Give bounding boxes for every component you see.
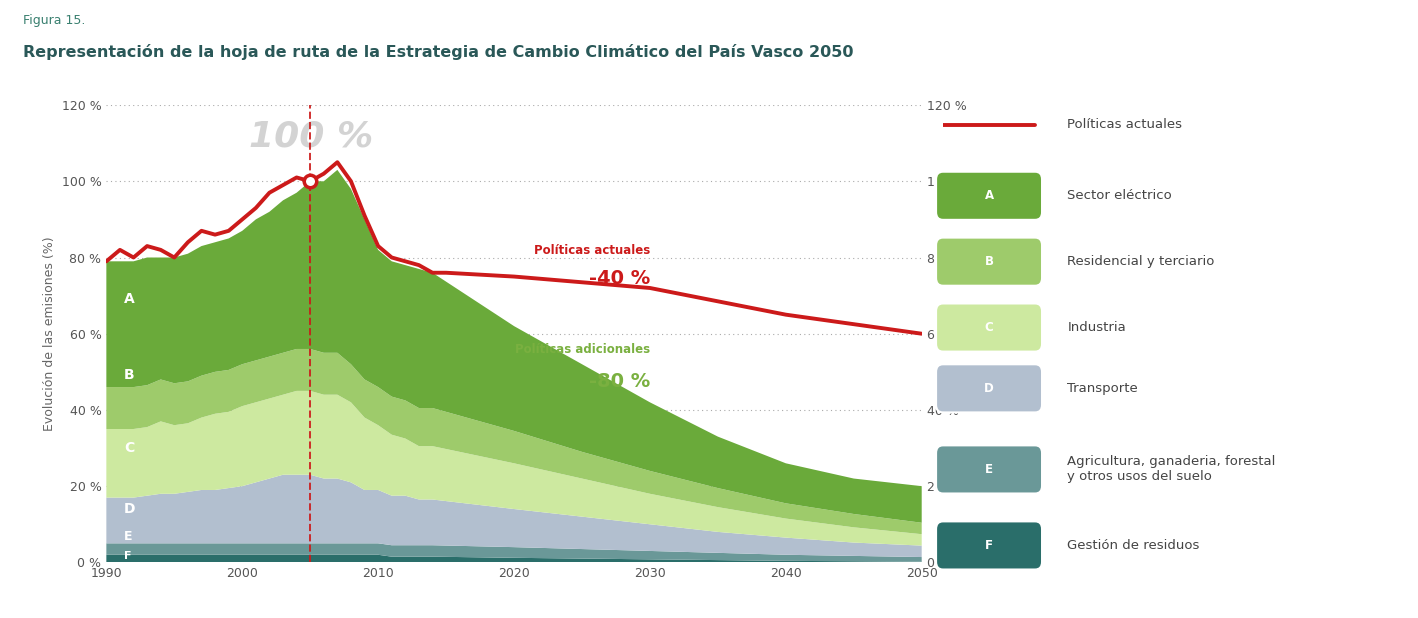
Text: -40 %: -40 %	[588, 269, 649, 288]
FancyBboxPatch shape	[936, 237, 1042, 286]
Text: Gestión de residuos: Gestión de residuos	[1068, 539, 1200, 552]
Text: Figura 15.: Figura 15.	[23, 14, 85, 27]
Text: E: E	[123, 530, 132, 543]
Text: Residencial y terciario: Residencial y terciario	[1068, 255, 1215, 268]
Text: D: D	[123, 502, 136, 516]
Y-axis label: Evolución de las emisiones (%): Evolución de las emisiones (%)	[43, 237, 57, 431]
FancyBboxPatch shape	[936, 172, 1042, 220]
Text: Políticas actuales: Políticas actuales	[1068, 118, 1183, 132]
FancyBboxPatch shape	[936, 522, 1042, 570]
Text: C: C	[123, 441, 135, 455]
Text: Representación de la hoja de ruta de la Estrategia de Cambio Climático del País : Representación de la hoja de ruta de la …	[23, 44, 854, 61]
FancyBboxPatch shape	[936, 446, 1042, 494]
Text: A: A	[984, 189, 994, 202]
Text: E: E	[986, 463, 993, 476]
Text: F: F	[123, 551, 132, 561]
Text: B: B	[123, 368, 135, 383]
Text: Agricultura, ganaderia, forestal
y otros usos del suelo: Agricultura, ganaderia, forestal y otros…	[1068, 455, 1276, 483]
Text: Políticas adicionales: Políticas adicionales	[515, 343, 649, 356]
Text: F: F	[986, 539, 993, 552]
Text: -80 %: -80 %	[588, 372, 649, 391]
Text: Transporte: Transporte	[1068, 382, 1139, 395]
Text: D: D	[984, 382, 994, 395]
Text: Sector eléctrico: Sector eléctrico	[1068, 189, 1173, 202]
Text: A: A	[123, 292, 135, 307]
Text: Industria: Industria	[1068, 321, 1126, 334]
Text: B: B	[984, 255, 994, 268]
FancyBboxPatch shape	[936, 364, 1042, 412]
Text: C: C	[984, 321, 994, 334]
FancyBboxPatch shape	[936, 303, 1042, 352]
Text: 100 %: 100 %	[250, 120, 373, 154]
Text: Políticas actuales: Políticas actuales	[533, 243, 649, 256]
